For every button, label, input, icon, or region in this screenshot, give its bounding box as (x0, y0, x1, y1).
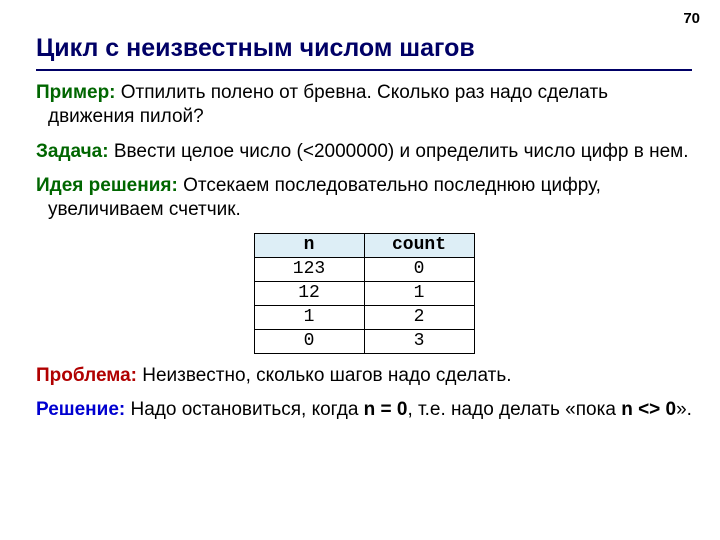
solution-label: Решение: (36, 399, 125, 420)
cell-count: 0 (364, 257, 474, 281)
page-title: Цикл с неизвестным числом шагов (36, 34, 692, 71)
solution-cond1: n = 0 (364, 399, 408, 420)
table-row: 0 3 (254, 329, 474, 353)
solution-block: Решение: Надо остановиться, когда n = 0,… (36, 398, 692, 422)
solution-prefix: Надо остановиться, когда (125, 399, 363, 420)
col-header-count: count (364, 233, 474, 257)
page-number: 70 (683, 10, 700, 27)
problem-block: Проблема: Неизвестно, сколько шагов надо… (36, 364, 692, 388)
example-block: Пример: Отпилить полено от бревна. Сколь… (36, 81, 692, 130)
cell-n: 123 (254, 257, 364, 281)
table-row: 12 1 (254, 281, 474, 305)
task-text: Ввести целое число (<2000000) и определи… (109, 141, 689, 162)
table-row: 1 2 (254, 305, 474, 329)
data-table: n count 123 0 12 1 1 2 0 3 (254, 233, 475, 354)
idea-label: Идея решения: (36, 175, 178, 196)
table-wrap: n count 123 0 12 1 1 2 0 3 (36, 233, 692, 354)
slide: 70 Цикл с неизвестным числом шагов Приме… (0, 0, 720, 540)
task-block: Задача: Ввести целое число (<2000000) и … (36, 140, 692, 164)
cell-n: 12 (254, 281, 364, 305)
cell-n: 1 (254, 305, 364, 329)
task-label: Задача: (36, 141, 109, 162)
idea-block: Идея решения: Отсекаем последовательно п… (36, 174, 692, 223)
cell-count: 3 (364, 329, 474, 353)
col-header-n: n (254, 233, 364, 257)
cell-count: 1 (364, 281, 474, 305)
problem-label: Проблема: (36, 365, 137, 386)
solution-suffix: ». (676, 399, 692, 420)
example-text: Отпилить полено от бревна. Сколько раз н… (48, 82, 608, 127)
problem-text: Неизвестно, сколько шагов надо сделать. (137, 365, 512, 386)
cell-count: 2 (364, 305, 474, 329)
table-header-row: n count (254, 233, 474, 257)
example-label: Пример: (36, 82, 116, 103)
table-row: 123 0 (254, 257, 474, 281)
cell-n: 0 (254, 329, 364, 353)
solution-cond2: n <> 0 (621, 399, 676, 420)
solution-mid: , т.е. надо делать «пока (408, 399, 622, 420)
